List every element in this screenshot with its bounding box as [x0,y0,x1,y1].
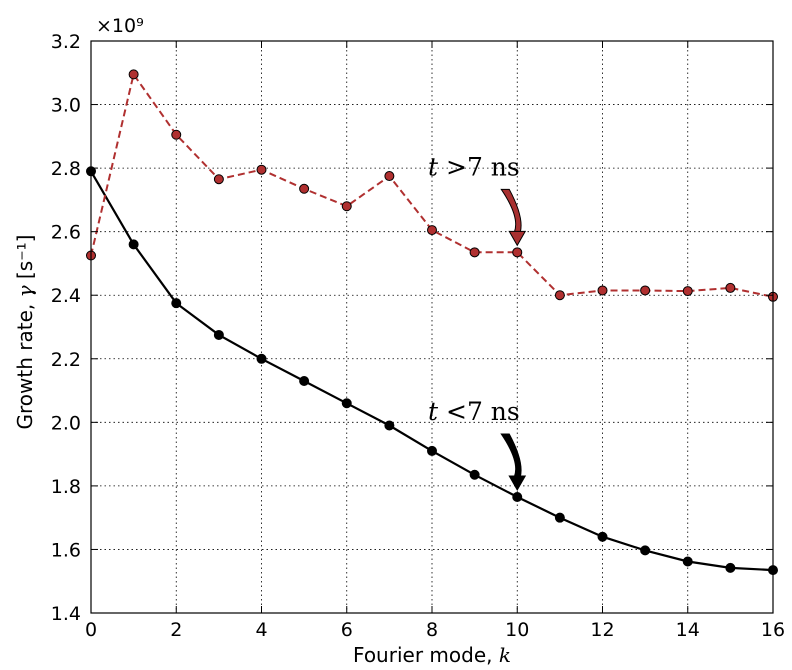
y-tick-label: 1.4 [51,603,81,625]
series-layer [86,69,778,576]
x-tick-label: 14 [676,619,700,641]
data-point [341,201,352,212]
data-point [213,174,224,185]
annotation-label-2: t <7 ns [428,397,520,426]
data-point [640,285,651,296]
y-tick-label: 3.2 [51,31,81,53]
tick-labels-layer: 0 2 4 6 8 10 12 14 16 1.4 1.6 1.8 2.0 2.2 2.4 2.6 2.8 3.0… [51,31,785,641]
x-axis-label: Fourier mode, k [353,643,511,667]
y-tick-label: 1.6 [51,539,81,561]
y-multiplier: ×10⁹ [96,15,144,37]
grid [91,41,773,613]
data-point [469,469,480,480]
x-tick-label: 16 [761,619,785,641]
data-point [299,183,310,194]
data-point [171,129,182,140]
data-point [554,290,565,301]
data-point [128,239,139,250]
x-tick-label: 6 [341,619,353,641]
x-tick-label: 4 [255,619,267,641]
data-point [256,164,267,175]
y-tick-label: 2.6 [51,222,81,244]
data-point [427,445,437,456]
x-tick-label: 2 [170,619,182,641]
ticks-layer [90,40,774,614]
x-tick-label: 0 [85,619,97,641]
data-point [554,512,565,523]
annotation-arrow-head-2 [508,475,527,492]
y-tick-label: 3.0 [51,95,81,117]
data-point [299,376,310,387]
data-point [427,225,437,236]
data-point [256,353,267,364]
y-tick-label: 1.8 [51,476,81,498]
data-point [640,545,651,556]
data-point [597,285,608,296]
y-tick-label: 2.0 [51,412,81,434]
data-point [725,282,736,293]
data-point [171,298,182,309]
data-point [597,531,608,542]
y-tick-label: 2.4 [51,285,81,307]
data-point [384,420,395,431]
data-point [469,247,480,258]
x-tick-label: 10 [505,619,529,641]
data-point [725,562,736,573]
data-point [128,69,139,80]
y-axis-label: Growth rate, γ [s⁻¹] [13,234,37,429]
data-point [512,492,523,503]
data-point [682,286,693,297]
annotation-arrow-head-1 [508,230,527,247]
annotations-layer: t >7 ns t <7 ns [428,152,527,492]
data-point [384,171,395,182]
y-tick-label: 2.2 [51,349,81,371]
annotation-label-1: t >7 ns [428,152,520,181]
data-point [682,556,693,567]
data-point [512,247,523,258]
y-tick-label: 2.8 [51,158,81,180]
x-tick-label: 8 [426,619,438,641]
data-point [213,329,224,340]
x-tick-label: 12 [590,619,614,641]
data-point [341,398,352,409]
